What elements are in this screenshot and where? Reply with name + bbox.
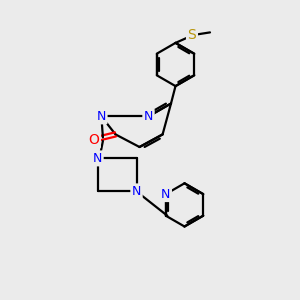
Text: N: N [93,152,102,165]
Text: N: N [97,110,106,123]
Text: N: N [132,185,141,198]
Text: N: N [161,188,170,201]
Text: S: S [188,28,196,42]
Text: O: O [88,133,99,147]
Text: N: N [144,110,153,123]
